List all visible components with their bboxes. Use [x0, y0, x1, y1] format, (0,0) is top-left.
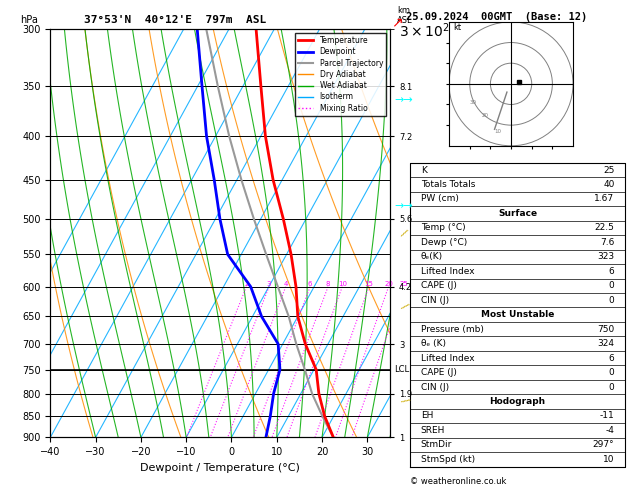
- Text: 25: 25: [399, 281, 408, 287]
- Text: -11: -11: [599, 412, 615, 420]
- Text: Temp (°C): Temp (°C): [421, 224, 465, 232]
- Text: 10: 10: [603, 455, 615, 464]
- Text: 25.09.2024  00GMT  (Base: 12): 25.09.2024 00GMT (Base: 12): [406, 12, 587, 22]
- Text: Dewp (°C): Dewp (°C): [421, 238, 467, 247]
- Text: Most Unstable: Most Unstable: [481, 310, 554, 319]
- Text: 20: 20: [384, 281, 393, 287]
- Text: 2: 2: [244, 281, 248, 287]
- Text: 6: 6: [308, 281, 313, 287]
- Text: 1.67: 1.67: [594, 194, 615, 204]
- Text: EH: EH: [421, 412, 433, 420]
- Text: 0: 0: [609, 368, 615, 377]
- Text: 10: 10: [494, 129, 501, 135]
- Text: /: /: [399, 228, 408, 239]
- Legend: Temperature, Dewpoint, Parcel Trajectory, Dry Adiabat, Wet Adiabat, Isotherm, Mi: Temperature, Dewpoint, Parcel Trajectory…: [295, 33, 386, 116]
- Text: PW (cm): PW (cm): [421, 194, 459, 204]
- Text: 0: 0: [609, 382, 615, 392]
- Text: kt: kt: [454, 23, 461, 32]
- Text: θₑ(K): θₑ(K): [421, 252, 443, 261]
- Text: 8: 8: [326, 281, 330, 287]
- Text: hPa: hPa: [19, 15, 38, 25]
- Text: 10: 10: [338, 281, 347, 287]
- Text: →→: →→: [394, 202, 413, 211]
- Text: 37°53'N  40°12'E  797m  ASL: 37°53'N 40°12'E 797m ASL: [84, 15, 267, 25]
- Text: StmSpd (kt): StmSpd (kt): [421, 455, 475, 464]
- Text: Lifted Index: Lifted Index: [421, 354, 474, 363]
- Text: 22.5: 22.5: [594, 224, 615, 232]
- Text: CAPE (J): CAPE (J): [421, 281, 457, 290]
- Text: 750: 750: [597, 325, 615, 334]
- Text: -4: -4: [606, 426, 615, 435]
- Text: ↗: ↗: [391, 15, 403, 29]
- Text: /: /: [399, 397, 410, 405]
- Text: SREH: SREH: [421, 426, 445, 435]
- Text: 0: 0: [609, 295, 615, 305]
- Text: 3: 3: [267, 281, 271, 287]
- Text: Hodograph: Hodograph: [489, 397, 546, 406]
- Text: 0: 0: [609, 281, 615, 290]
- Text: CAPE (J): CAPE (J): [421, 368, 457, 377]
- Text: /: /: [399, 301, 409, 311]
- Text: © weatheronline.co.uk: © weatheronline.co.uk: [410, 477, 506, 486]
- Text: Lifted Index: Lifted Index: [421, 267, 474, 276]
- Text: 6: 6: [609, 354, 615, 363]
- Text: km
ASL: km ASL: [397, 6, 413, 25]
- Text: StmDir: StmDir: [421, 440, 452, 450]
- Text: 25: 25: [603, 166, 615, 174]
- Text: Totals Totals: Totals Totals: [421, 180, 476, 189]
- X-axis label: Dewpoint / Temperature (°C): Dewpoint / Temperature (°C): [140, 463, 300, 473]
- Text: CIN (J): CIN (J): [421, 295, 449, 305]
- Text: 4: 4: [284, 281, 288, 287]
- Text: 20: 20: [482, 113, 489, 118]
- Text: 30: 30: [470, 101, 477, 105]
- Text: LCL: LCL: [394, 365, 409, 374]
- Text: 297°: 297°: [593, 440, 615, 450]
- Text: Pressure (mb): Pressure (mb): [421, 325, 484, 334]
- Text: →→: →→: [394, 95, 413, 104]
- Text: 6: 6: [609, 267, 615, 276]
- Text: 40: 40: [603, 180, 615, 189]
- Text: CIN (J): CIN (J): [421, 382, 449, 392]
- Text: 7.6: 7.6: [600, 238, 615, 247]
- Text: K: K: [421, 166, 426, 174]
- Text: 323: 323: [598, 252, 615, 261]
- Text: θₑ (K): θₑ (K): [421, 339, 446, 348]
- Text: Surface: Surface: [498, 209, 537, 218]
- Text: 324: 324: [598, 339, 615, 348]
- Text: 15: 15: [365, 281, 374, 287]
